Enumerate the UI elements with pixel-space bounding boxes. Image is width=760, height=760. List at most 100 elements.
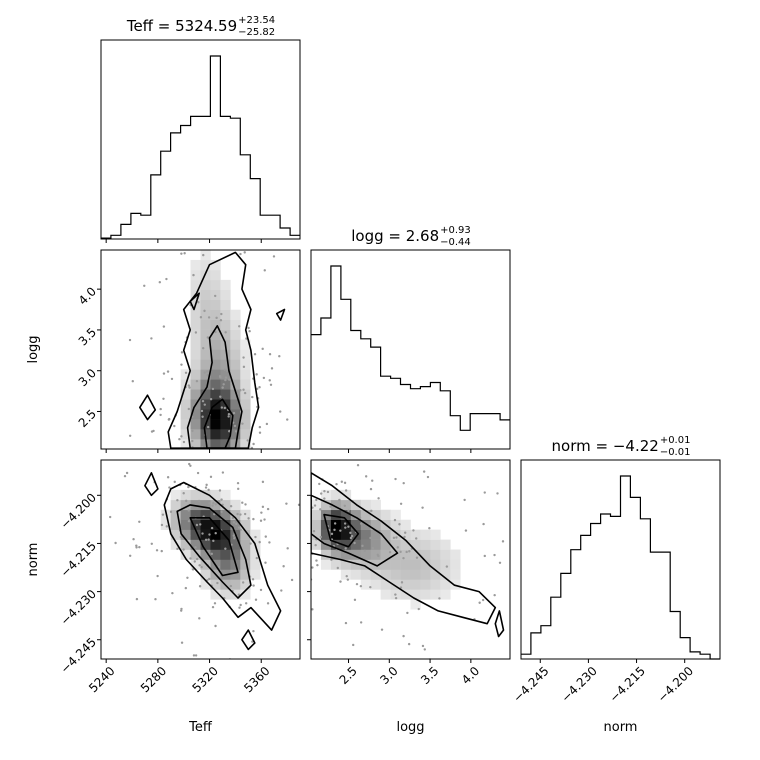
sample-point bbox=[206, 370, 209, 373]
sample-point bbox=[249, 456, 251, 458]
sample-point bbox=[210, 526, 214, 530]
sample-point bbox=[239, 389, 242, 392]
contour-Teff-norm-1 bbox=[176, 504, 252, 599]
sample-point bbox=[211, 504, 214, 507]
density-cell bbox=[330, 519, 342, 530]
density-cell bbox=[200, 519, 211, 530]
sample-point bbox=[247, 517, 250, 520]
density-cell bbox=[430, 549, 441, 560]
y-axis-label-logg: logg bbox=[26, 335, 41, 363]
density-cell bbox=[380, 549, 391, 560]
sample-point bbox=[285, 624, 287, 626]
density-cell bbox=[240, 539, 251, 550]
sample-point bbox=[135, 546, 138, 549]
density-cell bbox=[220, 379, 231, 390]
sample-point bbox=[343, 554, 347, 557]
density-cell bbox=[240, 339, 251, 350]
sample-point bbox=[201, 347, 205, 350]
sample-point bbox=[194, 331, 198, 334]
sample-point bbox=[323, 451, 325, 453]
density-cell bbox=[390, 569, 401, 580]
sample-point bbox=[242, 356, 245, 359]
sample-point bbox=[498, 561, 502, 564]
density-cell bbox=[180, 489, 191, 501]
density-cell bbox=[430, 569, 441, 580]
density-cell bbox=[350, 559, 362, 570]
sample-point bbox=[233, 424, 237, 428]
sample-point bbox=[252, 584, 255, 587]
density-cell bbox=[220, 529, 231, 540]
sample-point bbox=[221, 471, 225, 474]
sample-point bbox=[247, 326, 250, 330]
sample-point bbox=[266, 602, 270, 605]
sample-point bbox=[169, 510, 173, 514]
sample-point bbox=[268, 541, 271, 544]
sample-point bbox=[394, 593, 397, 596]
sample-point bbox=[286, 418, 289, 421]
density-cell bbox=[250, 529, 261, 540]
density-cell bbox=[240, 589, 251, 600]
density-cell bbox=[240, 439, 251, 449]
sample-point bbox=[252, 442, 255, 446]
sample-point bbox=[484, 667, 486, 669]
x-tick-label-Teff: 5360 bbox=[241, 664, 272, 695]
sample-point bbox=[183, 252, 186, 255]
sample-point bbox=[202, 223, 204, 225]
density-cell bbox=[410, 549, 421, 560]
contour-Teff-logg-0 bbox=[167, 251, 260, 449]
density-cell bbox=[240, 409, 251, 420]
sample-point bbox=[224, 331, 227, 334]
density-cell bbox=[240, 529, 251, 540]
sample-point bbox=[392, 536, 396, 540]
density-cell bbox=[180, 549, 191, 560]
sample-point bbox=[210, 467, 212, 469]
sample-point bbox=[364, 475, 368, 478]
sample-point bbox=[248, 329, 251, 333]
density-cell bbox=[180, 509, 191, 520]
density-cell bbox=[210, 279, 221, 291]
sample-point bbox=[212, 453, 214, 455]
sample-point bbox=[279, 410, 282, 413]
contour-Teff-norm-0 bbox=[163, 481, 282, 631]
sample-point bbox=[247, 451, 249, 453]
sample-point bbox=[224, 376, 228, 379]
sample-point bbox=[261, 505, 265, 509]
density-cell bbox=[240, 419, 251, 430]
density-cell bbox=[210, 419, 221, 430]
sample-point bbox=[238, 325, 241, 328]
density-cell bbox=[410, 539, 421, 550]
density-cell bbox=[230, 369, 241, 380]
sample-point bbox=[258, 431, 262, 434]
sample-point bbox=[323, 489, 326, 493]
sample-point bbox=[312, 529, 316, 533]
sample-point bbox=[268, 379, 271, 382]
sample-point bbox=[369, 585, 372, 589]
sample-point bbox=[252, 629, 255, 633]
contour-Teff-logg-2 bbox=[203, 398, 234, 449]
density-cell bbox=[330, 509, 342, 520]
sample-point bbox=[135, 597, 139, 601]
density-cell bbox=[190, 309, 201, 320]
sample-point bbox=[227, 246, 229, 248]
density-cell bbox=[420, 539, 431, 550]
sample-point bbox=[527, 477, 529, 479]
density-cell bbox=[230, 329, 241, 340]
density-cell bbox=[210, 369, 221, 380]
sample-point bbox=[203, 403, 206, 406]
density-cell bbox=[320, 499, 332, 511]
density-cell bbox=[160, 519, 171, 530]
sample-point bbox=[202, 253, 205, 257]
sample-point bbox=[359, 584, 363, 588]
sample-point bbox=[343, 522, 347, 525]
sample-point bbox=[252, 517, 255, 521]
density-cell bbox=[380, 559, 391, 570]
histogram-logg bbox=[311, 265, 510, 431]
sample-point bbox=[166, 370, 170, 373]
sample-point bbox=[319, 492, 323, 495]
y-tick-label-norm: −4.215 bbox=[58, 539, 99, 580]
sample-point bbox=[464, 529, 468, 532]
density-cell bbox=[220, 329, 231, 340]
sample-point bbox=[353, 598, 357, 602]
density-cell bbox=[200, 329, 211, 340]
density-cell bbox=[180, 399, 191, 410]
